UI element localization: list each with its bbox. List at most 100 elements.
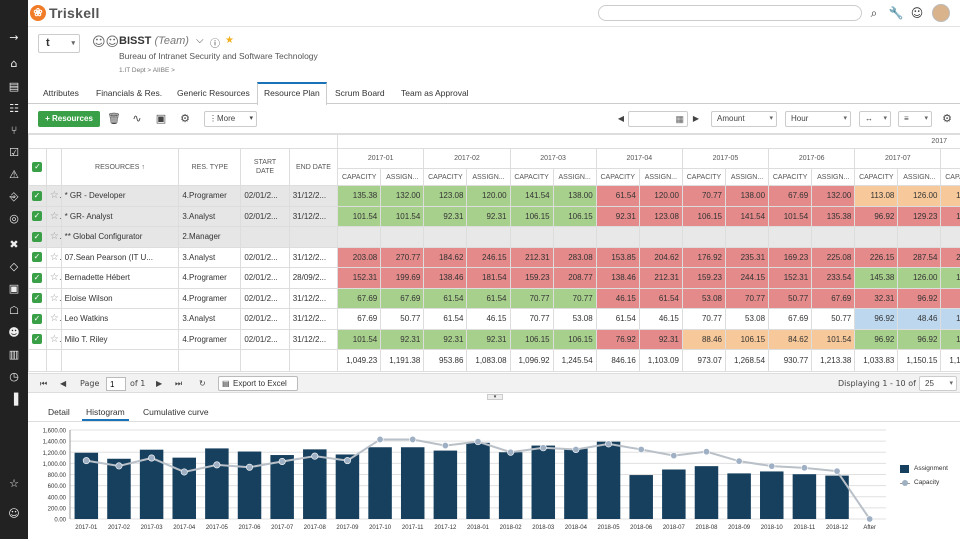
capacity-cell[interactable]: 106.15 bbox=[941, 329, 960, 350]
assignment-cell[interactable]: 204.62 bbox=[639, 247, 682, 268]
capacity-cell[interactable]: 226.15 bbox=[855, 247, 898, 268]
tab-detail[interactable]: Detail bbox=[44, 405, 74, 419]
assignment-cell[interactable]: 138.00 bbox=[553, 186, 596, 207]
prev-page-icon[interactable]: ◀ bbox=[60, 377, 66, 391]
capacity-cell[interactable]: 70.77 bbox=[682, 186, 725, 207]
row-checkbox[interactable]: ✓ bbox=[29, 288, 47, 309]
capacity-cell[interactable] bbox=[941, 227, 960, 248]
assignment-cell[interactable]: 283.08 bbox=[553, 247, 596, 268]
bar-chart-icon[interactable]: ▐ bbox=[4, 392, 24, 408]
assignment-cell[interactable]: 92.31 bbox=[467, 206, 510, 227]
capacity-cell[interactable]: 50.77 bbox=[769, 288, 812, 309]
capacity-cell[interactable]: 203.08 bbox=[338, 247, 381, 268]
t-selector[interactable]: t▾ bbox=[38, 34, 80, 53]
database-icon[interactable]: ▥ bbox=[4, 347, 24, 363]
chevron-down-icon[interactable]: ⌵ bbox=[196, 35, 204, 46]
legend-item-assignment[interactable]: Assignment bbox=[900, 462, 948, 476]
user-settings-icon[interactable]: ☺ bbox=[909, 5, 925, 21]
resource-name-cell[interactable]: * GR - Developer bbox=[61, 186, 179, 207]
assignment-cell[interactable]: 132.00 bbox=[381, 186, 424, 207]
end-date-column-header[interactable]: END DATE bbox=[289, 149, 337, 186]
capacity-cell[interactable]: 67.69 bbox=[769, 309, 812, 330]
row-checkbox[interactable]: ✓ bbox=[29, 309, 47, 330]
page-number-input[interactable] bbox=[106, 377, 126, 391]
capacity-cell[interactable]: 88.46 bbox=[682, 329, 725, 350]
capacity-cell[interactable] bbox=[682, 227, 725, 248]
resource-name-cell[interactable]: ** Global Configurator bbox=[61, 227, 179, 248]
assignment-cell[interactable]: 287.54 bbox=[898, 247, 941, 268]
next-page-icon[interactable]: ▶ bbox=[156, 377, 162, 391]
arrow-right-icon[interactable]: → bbox=[4, 30, 24, 46]
assignment-cell[interactable]: 138.00 bbox=[725, 186, 768, 207]
capacity-cell[interactable]: 92.31 bbox=[596, 206, 639, 227]
assignment-cell[interactable]: 61.54 bbox=[467, 288, 510, 309]
assignment-cell[interactable]: 126.00 bbox=[898, 268, 941, 289]
capacity-cell[interactable]: 101.54 bbox=[338, 206, 381, 227]
assignment-cell[interactable]: 225.08 bbox=[812, 247, 855, 268]
capacity-cell[interactable]: 46.15 bbox=[596, 288, 639, 309]
assignment-cell[interactable]: 92.31 bbox=[639, 329, 682, 350]
start-date-column-header[interactable]: START DATE bbox=[241, 149, 289, 186]
tab-histogram[interactable]: Histogram bbox=[82, 405, 129, 421]
global-search-input[interactable] bbox=[598, 5, 862, 21]
assignment-cell[interactable]: 141.54 bbox=[725, 206, 768, 227]
favorite-star-icon[interactable]: ☆ bbox=[46, 268, 61, 289]
capacity-cell[interactable]: 113.08 bbox=[855, 186, 898, 207]
add-resources-button[interactable]: + Resources bbox=[38, 111, 100, 127]
collapse-panel-handle[interactable]: ▾ bbox=[487, 394, 503, 400]
cube-icon[interactable]: ▣ bbox=[4, 281, 24, 297]
pulse-icon[interactable]: ∿ bbox=[129, 111, 145, 127]
next-period-icon[interactable]: ▶ bbox=[688, 111, 704, 127]
resource-name-cell[interactable]: Eloise Wilson bbox=[61, 288, 179, 309]
tab-generic-resources[interactable]: Generic Resources bbox=[171, 82, 256, 104]
capacity-cell[interactable]: 96.92 bbox=[855, 329, 898, 350]
capacity-cell[interactable]: 159.23 bbox=[941, 268, 960, 289]
document-check-icon[interactable]: ☑ bbox=[4, 145, 24, 161]
tab-resource-plan[interactable]: Resource Plan bbox=[257, 82, 327, 105]
first-page-icon[interactable]: ⏮ bbox=[40, 377, 47, 391]
more-dropdown[interactable]: More▾⋮ bbox=[204, 111, 257, 127]
capacity-cell[interactable] bbox=[855, 227, 898, 248]
assignment-cell[interactable]: 61.54 bbox=[639, 288, 682, 309]
capacity-cell[interactable] bbox=[510, 227, 553, 248]
capacity-cell[interactable]: 70.77 bbox=[510, 288, 553, 309]
search-icon[interactable]: ⌕ bbox=[866, 5, 882, 21]
export-icon[interactable]: ▣ bbox=[153, 111, 169, 127]
assignment-cell[interactable]: 48.46 bbox=[898, 309, 941, 330]
favorite-star-icon[interactable]: ☆ bbox=[46, 288, 61, 309]
assignment-cell[interactable]: 235.31 bbox=[725, 247, 768, 268]
tab-financials[interactable]: Financials & Res. bbox=[90, 82, 168, 104]
favorite-star-icon[interactable]: ☆ bbox=[46, 206, 61, 227]
capacity-cell[interactable]: 106.15 bbox=[682, 206, 725, 227]
breadcrumb-item[interactable]: AIIBE bbox=[153, 67, 170, 74]
assignment-cell[interactable]: 208.77 bbox=[553, 268, 596, 289]
assignment-cell[interactable]: 120.00 bbox=[639, 186, 682, 207]
row-checkbox[interactable]: ✓ bbox=[29, 186, 47, 207]
assignment-cell[interactable]: 120.00 bbox=[467, 186, 510, 207]
capacity-cell[interactable]: 61.54 bbox=[596, 309, 639, 330]
assignment-cell[interactable]: 70.77 bbox=[553, 288, 596, 309]
capacity-cell[interactable]: 106.15 bbox=[510, 329, 553, 350]
assignment-cell[interactable]: 96.92 bbox=[898, 288, 941, 309]
capacity-cell[interactable]: 106.15 bbox=[510, 206, 553, 227]
assignment-cell[interactable]: 50.77 bbox=[381, 309, 424, 330]
capacity-cell[interactable] bbox=[338, 227, 381, 248]
capacity-cell[interactable]: 61.54 bbox=[596, 186, 639, 207]
wrench-icon[interactable]: 🔧 bbox=[888, 5, 904, 21]
assignment-cell[interactable]: 246.15 bbox=[467, 247, 510, 268]
capacity-cell[interactable]: 141.54 bbox=[510, 186, 553, 207]
assignment-cell[interactable]: 233.54 bbox=[812, 268, 855, 289]
bank-icon[interactable]: ☖ bbox=[4, 303, 24, 319]
capacity-cell[interactable]: 35.38 bbox=[941, 288, 960, 309]
row-checkbox[interactable]: ✓ bbox=[29, 329, 47, 350]
warning-icon[interactable]: ⚠ bbox=[4, 167, 24, 183]
capacity-cell[interactable]: 101.54 bbox=[338, 329, 381, 350]
user-avatar[interactable] bbox=[932, 4, 950, 22]
capacity-cell[interactable]: 92.31 bbox=[424, 329, 467, 350]
assignment-cell[interactable]: 92.31 bbox=[381, 329, 424, 350]
capacity-cell[interactable]: 61.54 bbox=[424, 309, 467, 330]
